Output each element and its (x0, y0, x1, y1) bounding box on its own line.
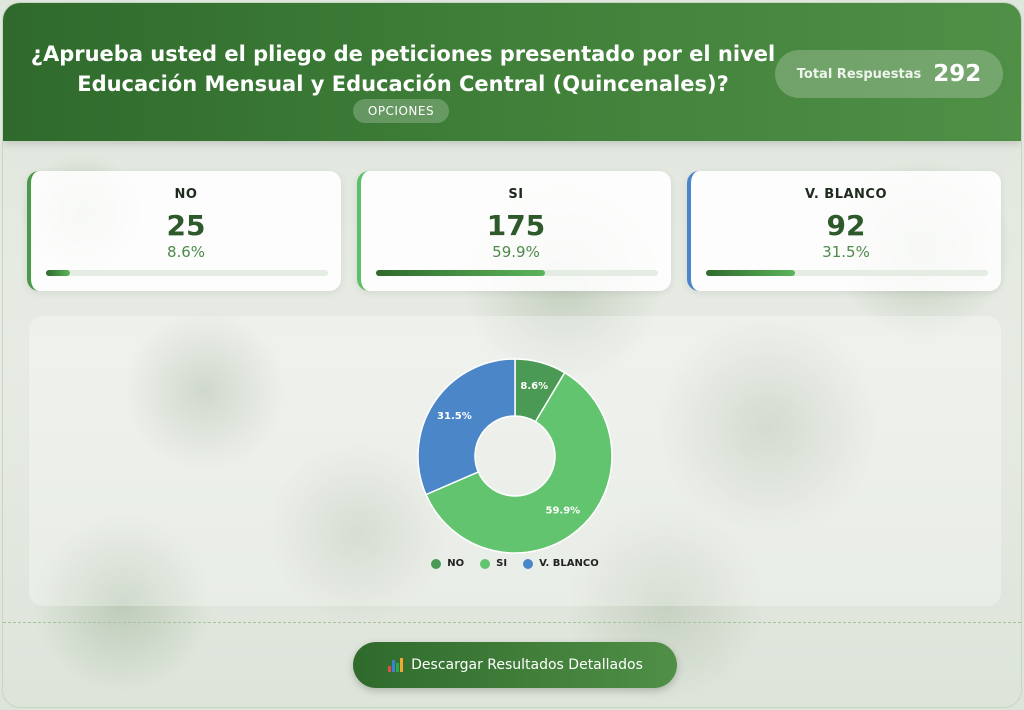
result-card-si: SI 175 59.9% (357, 171, 671, 291)
chart-legend: NO SI V. BLANCO (29, 558, 1001, 569)
result-card-count: 175 (486, 209, 546, 242)
question-title: ¿Aprueba usted el pliego de peticiones p… (23, 39, 783, 99)
bar-chart-icon (387, 657, 404, 673)
result-progress-track (46, 270, 328, 276)
result-card-percent: 8.6% (166, 243, 206, 261)
result-card-v-blanco: V. BLANCO 92 31.5% (687, 171, 1001, 291)
options-badge: OPCIONES (353, 99, 449, 123)
result-card-percent: 31.5% (822, 243, 870, 261)
legend-dot-icon (523, 558, 534, 569)
legend-label: NO (447, 558, 465, 569)
result-progress-fill (46, 270, 71, 276)
legend-item[interactable]: V. BLANCO (523, 558, 599, 569)
result-card-label: NO (174, 187, 198, 202)
legend-label: V. BLANCO (539, 558, 599, 569)
section-divider (3, 622, 1021, 623)
legend-item[interactable]: NO (431, 558, 464, 569)
donut-slice-si[interactable] (425, 371, 613, 554)
donut-data-label: 59.9% (545, 505, 580, 516)
legend-dot-icon (431, 558, 442, 569)
total-responses-label: Total Respuestas (796, 66, 922, 82)
result-progress-fill (706, 270, 795, 276)
question-title-line-1: ¿Aprueba usted el pliego de peticiones p… (30, 42, 776, 66)
total-responses-value: 292 (933, 61, 982, 87)
result-progress-fill (376, 270, 545, 276)
result-card-label: SI (508, 187, 524, 202)
donut-data-label: 31.5% (437, 411, 472, 422)
header: ¿Aprueba usted el pliego de peticiones p… (3, 3, 1021, 141)
donut-data-label: 8.6% (520, 381, 548, 392)
legend-item[interactable]: SI (480, 558, 507, 569)
chart-panel: 8.6% 59.9% 31.5% NO SI V. BLANCO (29, 316, 1001, 606)
legend-dot-icon (480, 558, 491, 569)
result-card-no: NO 25 8.6% (27, 171, 341, 291)
donut-chart: 8.6% 59.9% 31.5% (417, 358, 613, 554)
result-progress-track (706, 270, 988, 276)
legend-label: SI (496, 558, 508, 569)
download-results-label: Descargar Resultados Detallados (411, 657, 643, 673)
donut-slice-v-blanco[interactable] (417, 358, 516, 496)
result-card-count: 92 (826, 209, 866, 242)
total-responses-badge: Total Respuestas 292 (775, 50, 1003, 98)
question-title-line-2: Educación Mensual y Educación Central (Q… (77, 72, 729, 96)
result-card-percent: 59.9% (492, 243, 540, 261)
result-card-count: 25 (166, 209, 206, 242)
result-progress-track (376, 270, 658, 276)
download-results-button[interactable]: Descargar Resultados Detallados (353, 642, 677, 688)
result-card-label: V. BLANCO (804, 187, 888, 202)
